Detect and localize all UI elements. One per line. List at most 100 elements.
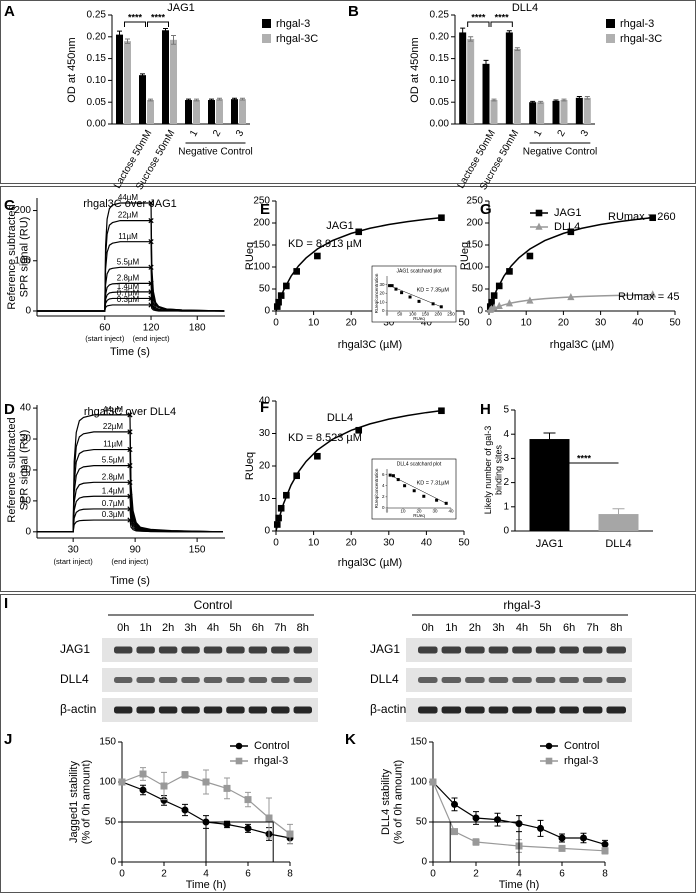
y-tick-label: 250 (253, 196, 270, 207)
x-tick-label: 50 (669, 318, 681, 329)
legend-swatch (606, 34, 615, 43)
y-tick-label: 150 (99, 737, 116, 748)
inset-tick-label: 40 (448, 509, 454, 514)
bar (459, 32, 467, 124)
marker (118, 778, 126, 786)
bar (216, 99, 223, 124)
blot-band (512, 646, 532, 654)
blot-time-label: 1h (445, 622, 457, 634)
inset-tick-label: 10 (379, 299, 385, 304)
bar (552, 100, 560, 124)
marker (223, 784, 231, 792)
blot-time-label: 5h (229, 622, 241, 634)
blot-band (248, 706, 268, 714)
x-tick-label: 180 (189, 323, 206, 334)
blot-band (441, 677, 462, 683)
y-tick-label: 100 (410, 777, 427, 788)
inset-tick-label: 20 (416, 509, 422, 514)
marker (355, 426, 363, 434)
inset-tick-label: 6 (382, 472, 385, 477)
y-tick-label: 0.10 (87, 75, 107, 86)
annotation: KD = 8.913 µM (288, 238, 362, 250)
marker (314, 452, 321, 460)
x-tick-label: 6 (245, 869, 251, 880)
blot-band (136, 646, 155, 654)
x-tick-label: 8 (287, 869, 293, 880)
panel-letter: G (480, 201, 492, 218)
significance-bracket (467, 21, 490, 27)
marker (277, 504, 285, 512)
y-tick-label: 50 (259, 284, 271, 295)
blot-time-label: 6h (252, 622, 264, 634)
marker (286, 830, 294, 838)
marker (408, 295, 412, 299)
legend-swatch (606, 19, 615, 28)
error-bar (117, 30, 122, 39)
marker (273, 521, 281, 528)
series-label: 1.4µM (102, 486, 125, 495)
legend-label: DLL4 (554, 221, 580, 233)
y-axis-label: Reference subtractedSPR signal (RU) (6, 204, 31, 309)
panel-letter: C (4, 197, 15, 214)
legend-label: rhgal-3 (254, 755, 288, 767)
series-label: 0.3µM (102, 510, 125, 519)
chart-title: JAG1 (326, 220, 354, 232)
marker (127, 412, 133, 418)
marker (127, 429, 133, 435)
legend-label: Control (254, 740, 289, 752)
y-tick-label: 30 (20, 434, 32, 445)
annotation: (end inject) (132, 334, 170, 343)
x-tick-label: 0 (273, 538, 279, 549)
x-axis-label: Time (s) (110, 575, 150, 587)
marker (472, 838, 480, 846)
marker (545, 742, 553, 750)
y-tick-label: 150 (466, 240, 483, 251)
series-label: 2.8µM (102, 472, 125, 481)
y-axis-label: OD at 450nm (66, 37, 78, 102)
blot-band (271, 677, 290, 683)
marker (472, 814, 480, 822)
error-bar (186, 98, 191, 102)
error-bar (468, 36, 474, 42)
blot-band (181, 706, 200, 714)
marker (451, 828, 458, 836)
series-label: 44µM (103, 405, 124, 414)
inset-tick-label: 30 (379, 282, 385, 287)
marker (127, 517, 133, 523)
marker (400, 291, 404, 295)
blot-band (114, 677, 133, 683)
y-axis-label: Reference subtractedSPR signal (RU) (6, 417, 31, 522)
marker (244, 824, 252, 832)
legend-label: rhgal-3 (564, 755, 598, 767)
x-tick-label: 40 (421, 318, 433, 329)
y-axis-label: RUeq (244, 242, 256, 270)
marker (127, 493, 133, 499)
panel-letter: K (345, 731, 356, 748)
blot-band (271, 646, 290, 654)
series-label: 22µM (103, 422, 124, 431)
marker (148, 200, 154, 206)
blot-band (293, 706, 312, 714)
y-tick-label: 0 (264, 526, 270, 537)
inset-tick-label: 50 (397, 312, 403, 317)
inset-tick-label: 250 (447, 312, 455, 317)
group-label: Negative Control (523, 147, 597, 158)
inset-tick-label: 0 (382, 505, 385, 510)
y-tick-label: 1 (503, 501, 509, 512)
error-bar (209, 98, 214, 102)
blot-band (441, 706, 462, 714)
y-tick-label: 20 (20, 465, 32, 476)
error-bar (543, 432, 556, 446)
y-tick-label: 0.05 (87, 97, 107, 108)
legend-label: Control (564, 740, 599, 752)
legend-label: JAG1 (554, 207, 582, 219)
error-bar (194, 98, 199, 102)
blot-band (418, 706, 438, 714)
bar (598, 514, 639, 531)
marker (438, 214, 445, 222)
error-bar (491, 98, 497, 102)
x-tick-label: 2 (473, 869, 479, 880)
blot-band (535, 677, 556, 683)
marker (283, 491, 290, 499)
